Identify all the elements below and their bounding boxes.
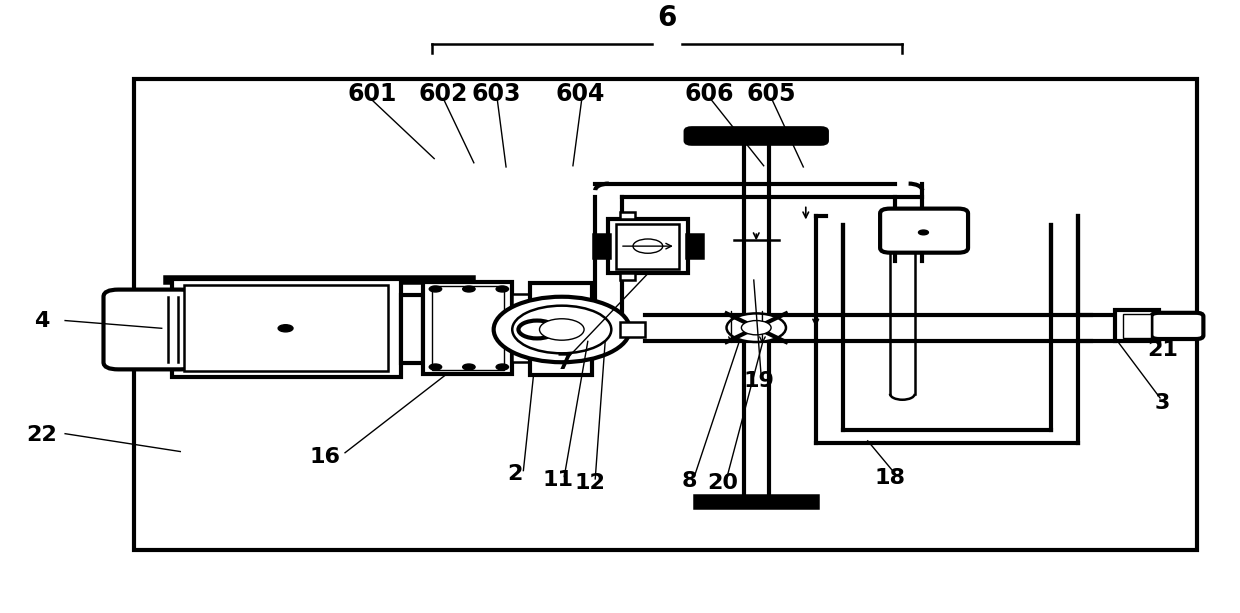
- Circle shape: [494, 297, 630, 362]
- Circle shape: [518, 321, 556, 338]
- Bar: [529, 283, 591, 375]
- Text: 604: 604: [556, 82, 605, 106]
- Bar: [620, 322, 645, 337]
- Bar: [134, 80, 1197, 550]
- Circle shape: [742, 321, 771, 335]
- FancyBboxPatch shape: [1152, 313, 1203, 339]
- Circle shape: [463, 286, 475, 292]
- Bar: [694, 495, 818, 508]
- Text: 18: 18: [874, 468, 905, 489]
- Text: 6: 6: [657, 4, 677, 32]
- Bar: [171, 279, 401, 377]
- Circle shape: [429, 364, 441, 370]
- FancyBboxPatch shape: [103, 289, 195, 370]
- Text: 22: 22: [26, 425, 57, 445]
- Circle shape: [727, 313, 786, 342]
- Text: 601: 601: [347, 82, 397, 106]
- Circle shape: [496, 364, 508, 370]
- Bar: [608, 219, 688, 273]
- Text: 4: 4: [33, 311, 50, 330]
- Text: 16: 16: [310, 447, 341, 468]
- Bar: [686, 234, 703, 258]
- Circle shape: [463, 364, 475, 370]
- Bar: [512, 294, 529, 362]
- Circle shape: [632, 239, 662, 253]
- Text: 19: 19: [743, 371, 774, 391]
- Text: 12: 12: [575, 473, 605, 492]
- Text: 21: 21: [1147, 340, 1178, 360]
- Text: 3: 3: [1154, 393, 1171, 413]
- Text: 20: 20: [707, 473, 738, 492]
- Circle shape: [919, 230, 929, 235]
- Circle shape: [496, 286, 508, 292]
- Bar: [620, 212, 635, 219]
- Text: 8: 8: [682, 471, 697, 491]
- Bar: [616, 224, 680, 268]
- Bar: [1123, 314, 1152, 338]
- FancyBboxPatch shape: [686, 128, 827, 143]
- Text: 11: 11: [543, 470, 574, 490]
- Text: 2: 2: [507, 464, 522, 484]
- Bar: [620, 273, 635, 280]
- Bar: [593, 234, 610, 258]
- Bar: [423, 282, 512, 374]
- Text: 7: 7: [557, 354, 572, 373]
- Bar: [1116, 310, 1159, 341]
- Circle shape: [539, 319, 584, 340]
- Text: 605: 605: [746, 82, 796, 106]
- Bar: [184, 285, 388, 371]
- Bar: [164, 276, 474, 283]
- Text: 606: 606: [684, 82, 734, 106]
- Text: 603: 603: [471, 82, 521, 106]
- Circle shape: [429, 286, 441, 292]
- Circle shape: [512, 306, 611, 353]
- Text: 602: 602: [418, 82, 467, 106]
- Bar: [432, 286, 503, 370]
- Circle shape: [278, 325, 293, 332]
- FancyBboxPatch shape: [880, 208, 968, 253]
- Bar: [401, 295, 423, 364]
